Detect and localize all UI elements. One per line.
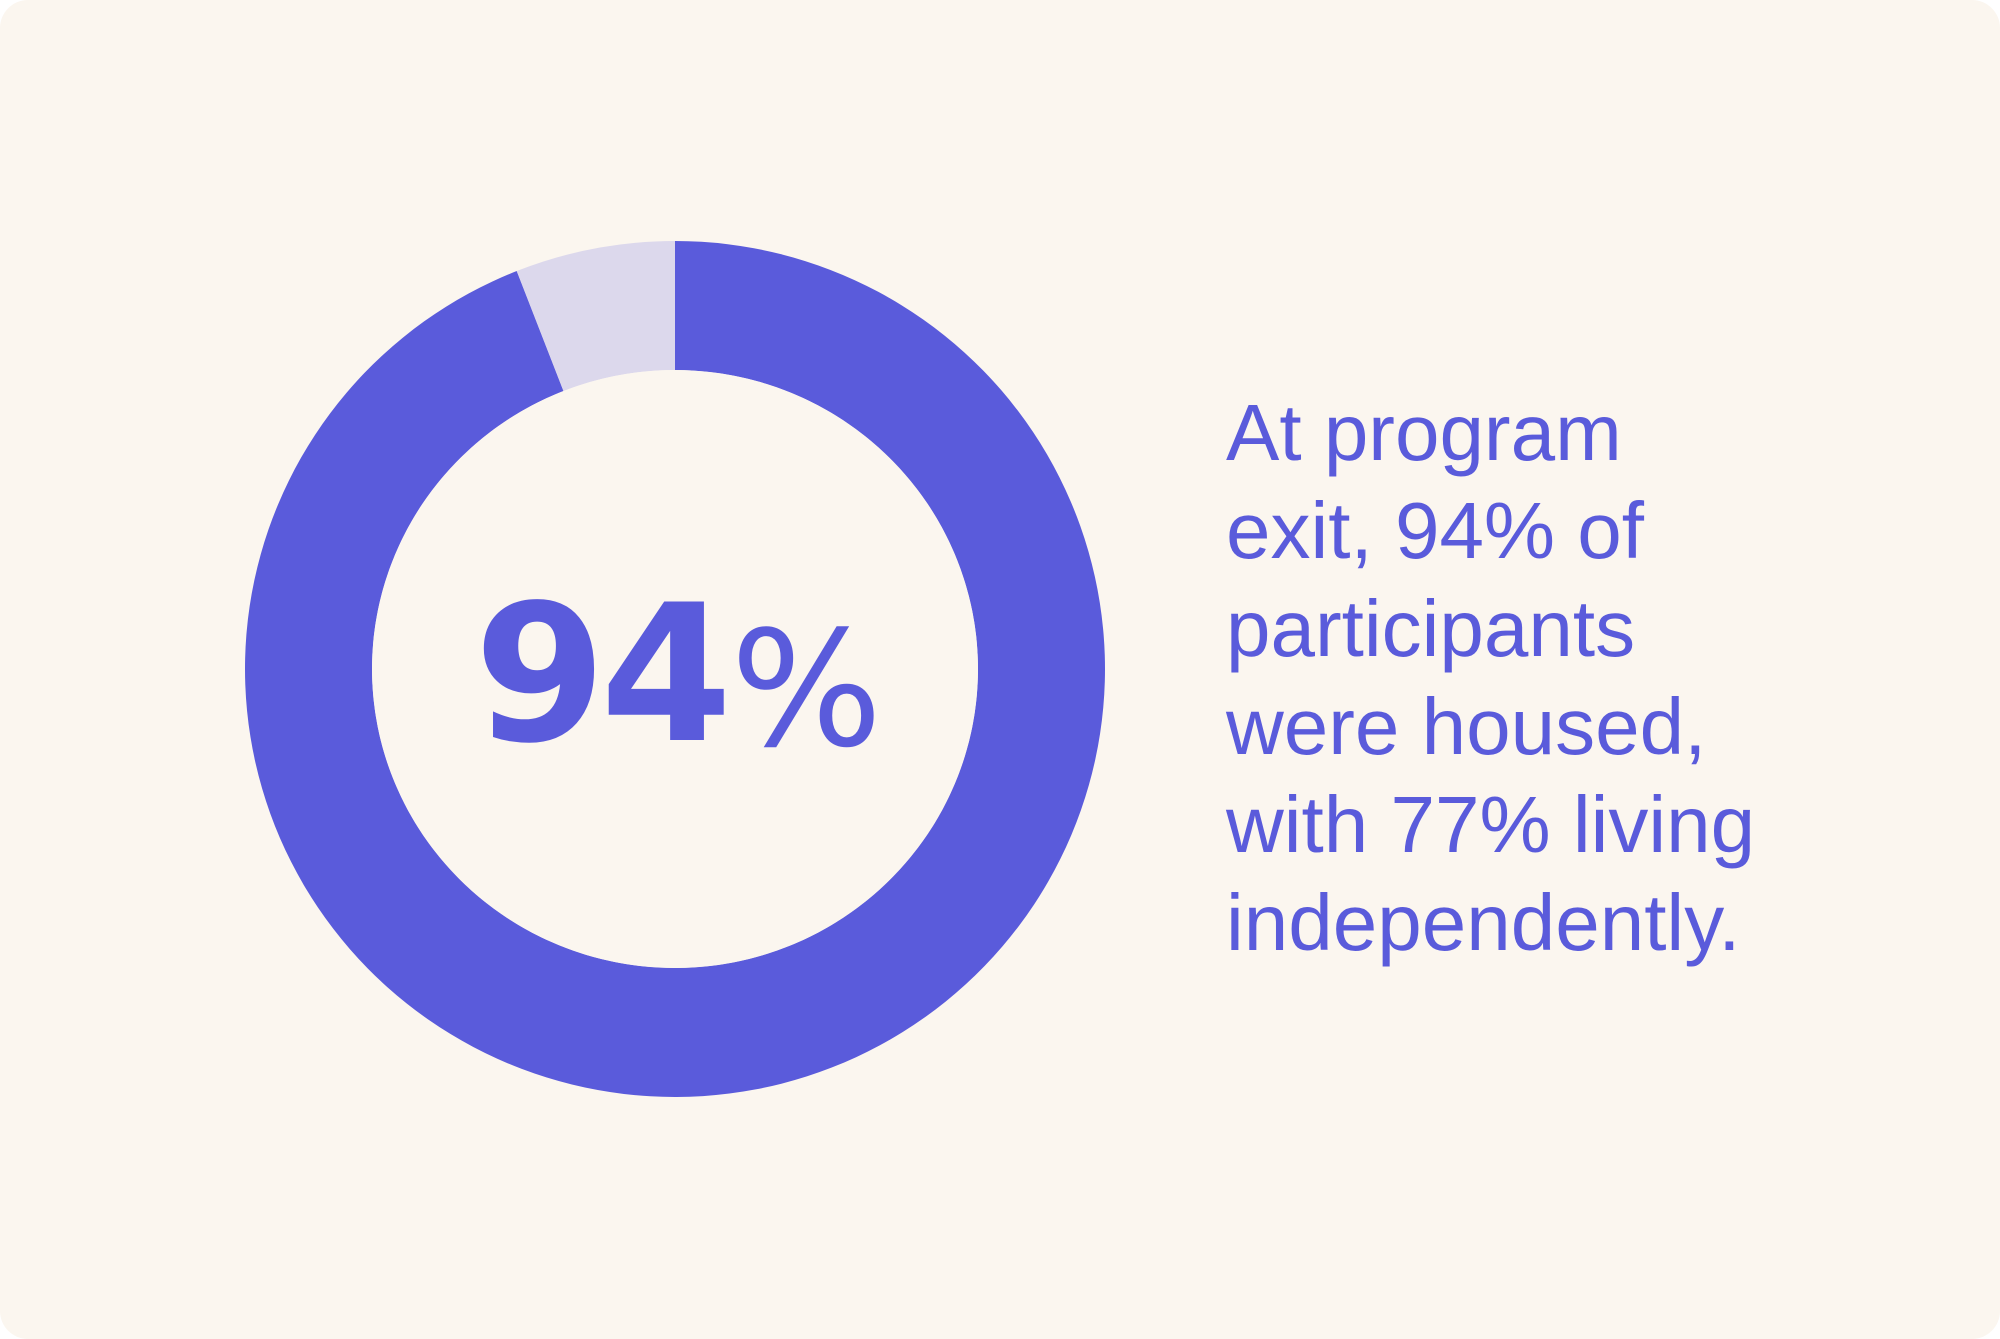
center-percentage: 94% [474,570,882,770]
caption-line: independently. [1226,878,1741,967]
caption-line: participants [1226,584,1636,673]
caption-text: At program exit, 94% of participants wer… [1226,384,1946,972]
caption-line: with 77% living [1226,780,1756,869]
caption-line: At program [1226,388,1622,477]
donut-slice-main [245,241,1106,1097]
center-percentage-value: 94 [474,564,732,785]
donut-hole [372,370,978,968]
donut-slice-remainder [516,241,675,391]
caption-line: exit, 94% of [1226,486,1645,575]
caption-line: were housed, [1226,682,1707,771]
center-percentage-unit: % [730,596,883,783]
